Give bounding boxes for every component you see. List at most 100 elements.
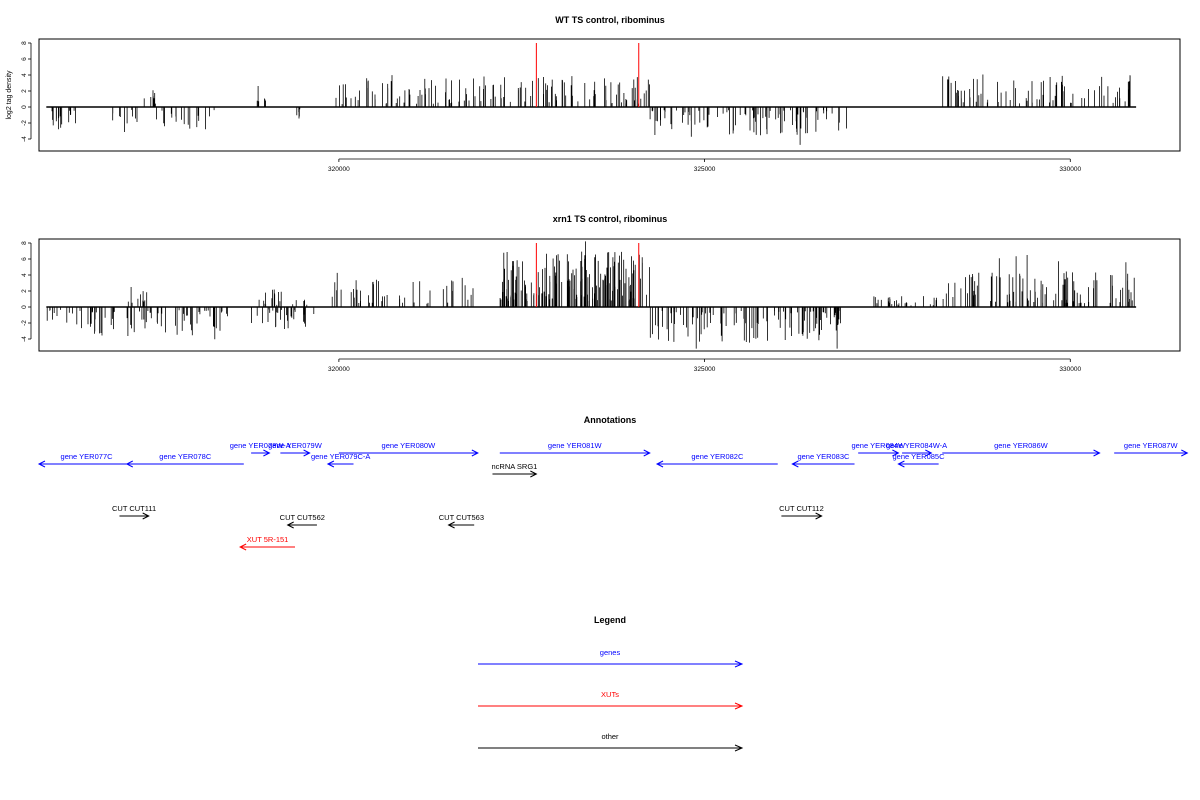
legend-panel: Legend genes XUTs other [478,615,744,752]
xrn1-bar-group [942,255,1135,307]
wt-y-tick-label: 8 [21,41,28,45]
gene-arrow-head [892,449,900,457]
gene-label: gene YER087W [1124,441,1179,450]
xrn1-y-axis: -4 -2 0 2 4 6 8 [21,241,32,342]
gene-label: gene YER086W [994,441,1049,450]
legend-arrow-head [734,702,744,710]
gene-arrow-head [37,460,46,468]
wt-bars [46,74,1137,145]
wt-y-tick-label: 4 [21,73,28,77]
gene-label: gene YER081W [548,441,603,450]
xrn1-bars [46,241,1137,349]
wt-bar-group [942,74,1131,107]
gene-label: gene YER083C [797,452,850,461]
annotations-panel: Annotations gene YER077C gene YER078C gene… [37,415,1189,551]
wt-bar-group [51,107,76,130]
other-feature-label: CUT CUT563 [439,513,484,522]
other-feature-arrow-head [142,512,150,520]
wt-bar-group [366,75,496,107]
other-feature-label: CUT CUT562 [280,513,325,522]
xrn1-y-tick-label: 8 [21,241,28,245]
wt-x-tick-label: 330000 [1059,166,1081,173]
wt-y-axis-label: log2 tag density [6,70,13,120]
wt-region-markers [535,43,640,107]
legend-title: Legend [594,615,626,625]
gene-label: gene YER085C [893,452,946,461]
gene-arrow-head [263,449,271,457]
wt-track-title: WT TS control, ribominus [555,15,665,25]
gene-label: gene YER078W-A [230,441,291,450]
xrn1-y-tick-label: 0 [21,305,28,309]
xrn1-bar-group [331,272,474,307]
wt-y-tick-label: -2 [21,120,28,126]
wt-y-tick-label: 0 [21,105,28,109]
gene-arrow-head [326,460,335,468]
gene-arrow-head [925,449,933,457]
wt-bar-group [335,84,360,107]
xrn1-bar-group [499,241,650,307]
annotations-title: Annotations [584,415,637,425]
gene-label: gene YER079W [268,441,323,450]
gene-arrow-head [897,460,905,468]
wt-bar-group [156,107,215,130]
xut-arrow-head [239,543,247,551]
xrn1-y-tick-label: 4 [21,273,28,277]
wt-x-tick-label: 320000 [328,166,350,173]
gene-label: gene YER080W [382,441,437,450]
wt-plot-frame [38,38,1181,152]
xrn1-bar-group [127,287,148,307]
wt-y-axis: -4 -2 0 2 4 6 8 [21,41,32,142]
other-feature-arrow-head [815,512,823,520]
other-feature-arrow-head [286,521,294,529]
gene-arrow-head [791,460,799,468]
wt-x-axis: 320000 325000 330000 [328,158,1082,173]
xrn1-x-tick-label: 330000 [1059,366,1081,373]
xrn1-bar-group [258,289,308,307]
xrn1-bar-group [649,307,841,349]
other-feature-label: CUT CUT112 [779,504,824,513]
wt-bar-group [256,86,266,107]
gene-arrow-head [643,449,651,457]
gene-arrow-head [303,449,311,457]
xrn1-region-markers [535,243,640,307]
gene-label: gene YER079C-A [311,452,370,461]
xrn1-x-tick-label: 325000 [694,366,716,373]
wt-track-panel: WT TS control, ribominus log2 tag densit… [6,15,1181,173]
other-feature-arrow-head [447,521,455,529]
xrn1-bar-group [873,296,937,307]
xrn1-x-tick-label: 320000 [328,366,350,373]
gene-label: gene YER078C [159,452,212,461]
wt-y-tick-label: -4 [21,136,28,142]
other-feature-label: CUT CUT111 [112,504,156,513]
wt-bar-group [500,76,650,107]
xrn1-bar-group [46,307,89,329]
gene-arrow-head [655,460,664,468]
wt-y-tick-label: 6 [21,57,28,61]
gene-arrow-head [1093,449,1101,457]
wt-bar-group [143,90,156,107]
legend-entries: genes XUTs other [478,648,744,752]
xrn1-x-axis: 320000 325000 330000 [328,358,1082,373]
legend-label: other [601,732,619,741]
xrn1-bar-group [251,307,315,329]
wt-bar-group [296,107,301,119]
gene-label: gene YER084W-A [886,441,947,450]
other-feature-label: ncRNA SRG1 [491,462,537,471]
xrn1-y-tick-label: -4 [21,336,28,342]
xut-label: XUT 5R-151 [247,535,289,544]
xrn1-bar-group [90,307,228,340]
gene-arrow-head [125,460,133,468]
wt-bar-group [649,107,847,145]
wt-y-tick-label: 2 [21,89,28,93]
xrn1-plot-frame [38,238,1181,352]
gene-arrow-head [1181,449,1189,457]
xrn1-y-tick-label: 6 [21,257,28,261]
legend-label: XUTs [601,690,619,699]
other-feature-arrow-head [530,470,538,478]
legend-arrow-head [734,744,744,752]
xrn1-track-title: xrn1 TS control, ribominus [553,214,668,224]
wt-bar-group [112,107,138,132]
gene-label: gene YER082C [691,452,744,461]
